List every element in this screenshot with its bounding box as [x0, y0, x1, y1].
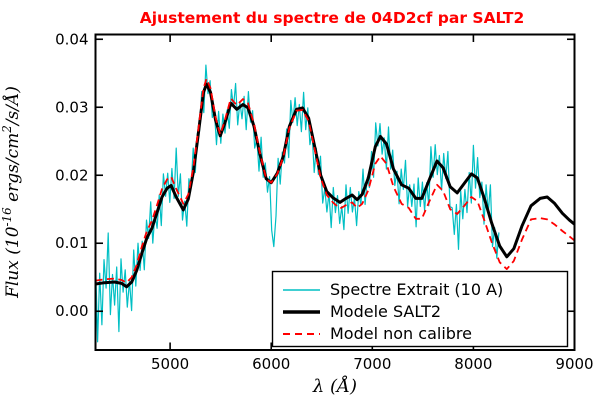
x-axis-label: λ (Å) [312, 375, 357, 397]
y-tick-label: 0.02 [55, 166, 88, 184]
x-tick-label: 6000 [252, 355, 290, 373]
x-tick-label: 9000 [555, 355, 593, 373]
x-tick-label: 5000 [151, 355, 189, 373]
y-axis-label: Flux (10-16 ergs/cm2/s/Å) [0, 86, 23, 299]
legend: Spectre Extrait (10 A) Modele SALT2 Mode… [271, 270, 569, 348]
y-tick-label: 0.01 [55, 234, 88, 252]
legend-label-model-non-calibre: Model non calibre [330, 324, 472, 343]
y-tick-label: 0.03 [55, 98, 88, 116]
tick-labels-group: 5000 6000 7000 8000 9000 0.00 0.01 0.02 0.03 0.04 [55, 30, 594, 373]
chart-title: Ajustement du spectre de 04D2cf par SALT… [140, 9, 524, 27]
x-tick-label: 7000 [353, 355, 391, 373]
legend-label-spectre-extrait: Spectre Extrait (10 A) [330, 280, 503, 299]
y-tick-label: 0.04 [55, 30, 88, 48]
legend-box [271, 270, 569, 348]
plot-frame [94, 33, 576, 351]
series-spectre-extrait [95, 64, 500, 343]
series-model-non-calibre [95, 77, 575, 284]
legend-label-modele-salt2: Modele SALT2 [330, 302, 441, 321]
series-group [95, 64, 575, 343]
y-tick-label: 0.00 [55, 302, 88, 320]
x-tick-label: 8000 [454, 355, 492, 373]
series-modele-salt2 [95, 82, 575, 289]
